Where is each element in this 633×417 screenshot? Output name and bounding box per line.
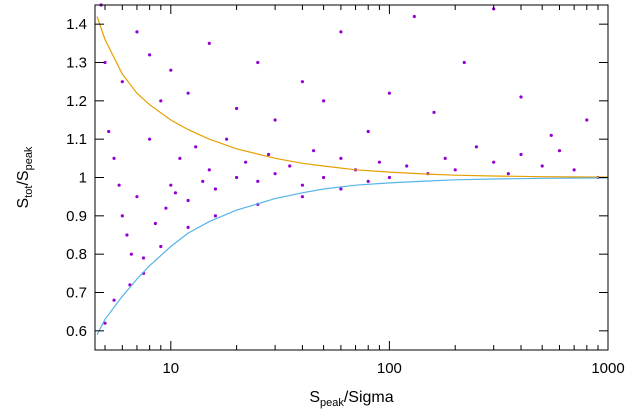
data-point-30	[311, 149, 316, 153]
data-point-27	[273, 172, 277, 176]
y-tick-label-6: 1.2	[66, 93, 87, 110]
y-axis-label: Stot/Speak	[15, 146, 35, 208]
x-tick-label-2: 1000	[591, 360, 624, 377]
data-point-32	[339, 156, 343, 160]
data-point-35	[377, 160, 382, 164]
y-tick-label-5: 1.1	[66, 131, 87, 148]
data-point-70	[321, 99, 326, 103]
data-point-79	[549, 133, 553, 137]
data-point-3	[112, 156, 116, 160]
data-point-22	[225, 137, 229, 141]
data-point-15	[173, 191, 178, 195]
data-point-78	[519, 95, 523, 99]
y-tick-label-1: 0.7	[66, 285, 87, 302]
data-point-2	[107, 129, 111, 134]
data-point-31	[321, 175, 326, 180]
data-point-64	[186, 91, 190, 95]
data-point-23	[235, 175, 239, 180]
data-point-71	[339, 30, 343, 34]
data-point-67	[256, 60, 260, 65]
x-tick-label-1: 100	[377, 360, 402, 377]
data-point-7	[129, 252, 133, 256]
data-point-18	[194, 145, 198, 149]
series-layer	[96, 3, 609, 335]
y-axis-label-sub2: peak	[23, 146, 35, 170]
data-point-42	[492, 160, 496, 164]
data-point-41	[474, 145, 478, 149]
data-point-16	[178, 156, 182, 160]
data-point-5	[120, 214, 124, 218]
data-point-72	[366, 129, 370, 134]
data-point-53	[141, 256, 146, 260]
data-point-62	[148, 53, 152, 57]
data-point-25	[256, 179, 260, 183]
y-tick-label-8: 1.4	[66, 16, 87, 33]
data-point-20	[207, 168, 211, 172]
data-point-75	[432, 110, 436, 114]
data-point-60	[120, 80, 124, 84]
data-point-74	[412, 14, 416, 19]
data-point-10	[148, 137, 152, 141]
y-tick-label-3: 0.9	[66, 208, 87, 225]
data-point-55	[186, 225, 190, 229]
data-point-58	[300, 195, 305, 199]
data-point-65	[207, 41, 211, 45]
data-point-12	[159, 99, 163, 103]
data-point-45	[540, 164, 544, 168]
data-point-34	[366, 179, 370, 183]
lower-envelope-line	[96, 177, 609, 335]
data-point-14	[169, 183, 173, 187]
data-point-76	[462, 60, 466, 65]
y-tick-label-7: 1.3	[66, 55, 87, 72]
data-point-51	[112, 298, 116, 302]
data-point-50	[103, 321, 107, 325]
data-point-66	[235, 106, 239, 111]
data-point-11	[153, 221, 157, 226]
data-point-21	[213, 187, 218, 191]
data-point-28	[288, 164, 292, 168]
data-point-1	[103, 60, 107, 65]
x-tick-label-0: 10	[162, 360, 179, 377]
data-point-43	[506, 172, 510, 176]
ticks-layer: 10 100 1000 0.6 0.7 0.8 0.9 1 1.1 1.2 1.3 1.4	[66, 5, 625, 377]
y-tick-label-2: 0.8	[66, 246, 87, 263]
plot-frame	[94, 4, 609, 351]
data-point-6	[125, 233, 129, 237]
data-point-13	[164, 206, 168, 210]
data-point-63	[169, 68, 173, 72]
x-axis-label-sub: peak	[320, 397, 344, 409]
data-point-40	[453, 168, 457, 172]
data-point-29	[300, 183, 305, 187]
data-point-26	[266, 152, 271, 157]
y-tick-label-0: 0.6	[66, 323, 87, 340]
y-axis-label-part1: S	[15, 198, 32, 209]
data-point-4	[117, 183, 121, 187]
data-point-24	[244, 160, 248, 164]
data-point-48	[585, 118, 589, 122]
data-point-56	[213, 214, 218, 218]
data-point-8	[135, 195, 139, 199]
y-tick-label-4: 1	[79, 170, 87, 187]
data-point-17	[186, 198, 190, 203]
data-point-59	[339, 187, 343, 191]
data-point-54	[159, 244, 163, 249]
upper-envelope-line	[96, 16, 609, 178]
data-point-44	[519, 152, 523, 157]
data-point-68	[273, 118, 277, 122]
y-axis-label-sub1: tot	[23, 186, 35, 198]
x-axis-label-rest: /Sigma	[344, 389, 394, 406]
y-axis-label-slash: /S	[15, 170, 32, 185]
x-axis-label-base: S	[309, 389, 320, 406]
data-point-47	[572, 168, 576, 172]
data-point-37	[405, 164, 409, 168]
data-point-36	[387, 175, 392, 180]
x-axis-label: Speak/Sigma	[309, 389, 393, 409]
data-point-69	[300, 80, 305, 84]
data-point-39	[443, 156, 447, 160]
data-point-19	[201, 179, 205, 183]
data-point-61	[135, 30, 139, 34]
data-point-46	[557, 149, 562, 153]
data-point-73	[387, 91, 392, 95]
